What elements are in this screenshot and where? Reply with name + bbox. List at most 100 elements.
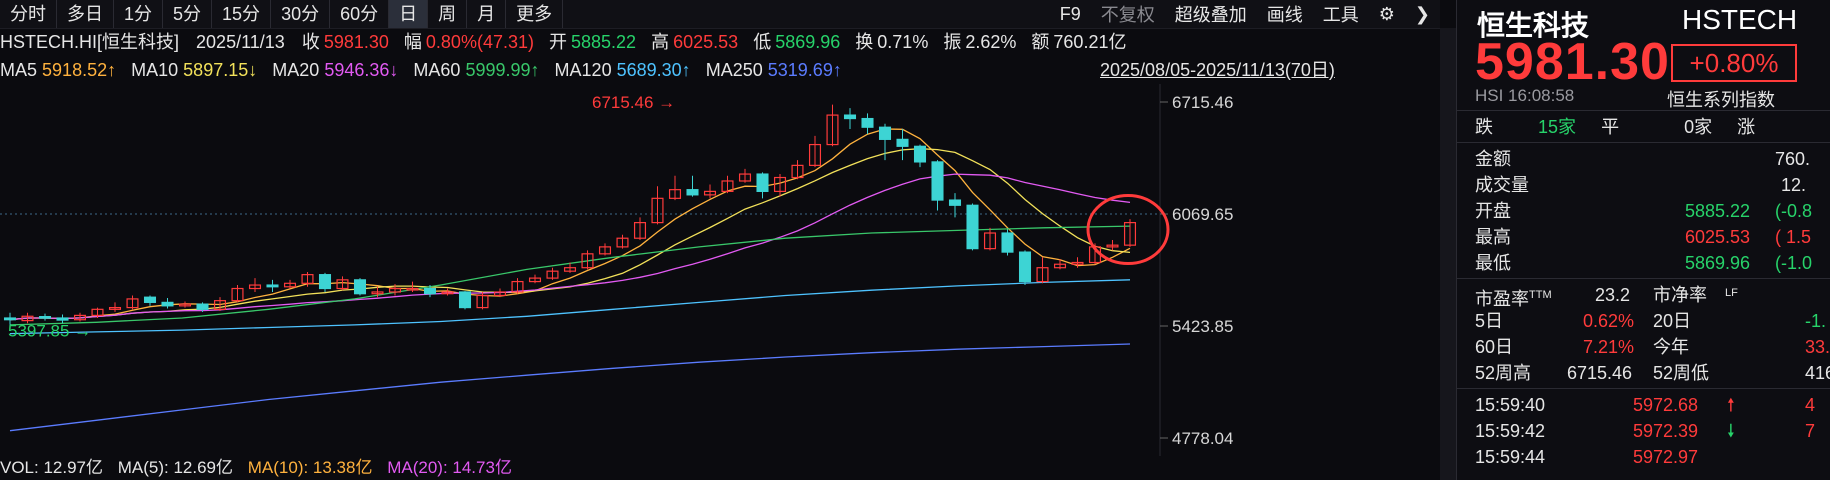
candle-body [371, 291, 384, 295]
high-label: 高 [651, 32, 670, 52]
pe-value: 23.2 [1595, 285, 1631, 305]
valuation-row: 市盈率TTM 23.2 市净率 LF [1475, 282, 1830, 309]
tick-price: 5972.68 [1633, 395, 1699, 415]
candle-body [773, 176, 787, 192]
gear-icon[interactable]: ⚙ [1378, 3, 1395, 24]
period-tab-60min[interactable]: 60分 [330, 0, 390, 28]
tick-row: 15:59:42 5972.39 🠗 7 [1475, 418, 1830, 444]
candle-body [283, 282, 297, 288]
candle-body [808, 143, 822, 166]
candle-body [91, 308, 104, 316]
ma60-value: 5999.99↑ [465, 60, 540, 80]
max-price-label: 6715.46 → [592, 93, 675, 112]
period-tab-1min[interactable]: 1分 [114, 0, 164, 28]
low-row: 最低 5869.96 (-1.0 [1475, 250, 1830, 276]
candle-body [1001, 232, 1014, 253]
vol-ma5: MA(5): 12.69亿 [117, 458, 234, 477]
candle-body [458, 291, 472, 309]
period-tab-month[interactable]: 月 [467, 0, 507, 28]
amount-row: 金额 760. [1475, 146, 1830, 172]
candle-body [38, 316, 52, 319]
highlight-circle [1086, 194, 1170, 266]
exchange-time: HSI 16:08:58 [1475, 86, 1575, 105]
candle-body [161, 301, 174, 307]
stat-row: 5日 0.62% 20日 -1. [1475, 308, 1830, 334]
ma120-label: MA120 [554, 60, 612, 80]
candle-body [1106, 244, 1119, 248]
turnover-label: 换 [855, 32, 874, 52]
pe-sup: TTM [1529, 289, 1552, 301]
candle-body [196, 303, 209, 310]
candle-body [213, 300, 227, 310]
period-tab-30min[interactable]: 30分 [271, 0, 331, 28]
ma10-value: 5897.15↓ [183, 60, 258, 80]
change-percent-badge: +0.80% [1671, 44, 1797, 82]
chevron-right-icon[interactable]: ❯ [1414, 3, 1430, 24]
candle-body [598, 246, 612, 255]
ma60-label: MA60 [413, 60, 461, 80]
period-tab-multiday[interactable]: 多日 [57, 0, 114, 28]
row-extra: (-0.8 [1775, 201, 1813, 221]
ma20-label: MA20 [272, 60, 320, 80]
open-row: 开盘 5885.22 (-0.8 [1475, 198, 1830, 224]
high-row: 最高 6025.53 ( 1.5 [1475, 224, 1830, 250]
amount-label: 额 [1031, 32, 1050, 52]
row-label: 成交量 [1475, 175, 1529, 195]
period-tab-day[interactable]: 日 [389, 0, 429, 28]
row-value: 760. [1775, 149, 1811, 169]
tick-row: 15:59:40 5972.68 🠕 4 [1475, 392, 1830, 418]
candle-body [861, 117, 874, 128]
rise-label: 涨 [1737, 117, 1756, 137]
amp-value: 0.80%(47.31) [425, 32, 534, 52]
candle-body [668, 189, 682, 199]
candle-body [1071, 261, 1084, 265]
stat-value: 0.62% [1583, 311, 1635, 331]
tick-time: 15:59:42 [1475, 421, 1546, 441]
f9-button[interactable]: F9 [1059, 3, 1081, 24]
candle-body [476, 294, 489, 309]
collapse-panel-handle[interactable] [1440, 28, 1456, 480]
y-tick-label: 6715.46 [1172, 93, 1233, 112]
fall-count: 15家 [1538, 117, 1577, 137]
candle-body [248, 284, 262, 290]
candle-body [546, 270, 559, 279]
candle-body [651, 197, 664, 224]
candle-body [126, 298, 139, 309]
candle-body [3, 317, 17, 321]
period-tab-week[interactable]: 周 [428, 0, 468, 28]
high-value: 6025.53 [673, 32, 739, 52]
candle-body [948, 199, 962, 206]
close-value: 5981.30 [323, 32, 389, 52]
open-value: 5885.22 [571, 32, 637, 52]
period-tab-5min[interactable]: 5分 [163, 0, 213, 28]
ma250-value: 5319.69↑ [767, 60, 842, 80]
min-price-label: 5397.85 → [8, 322, 91, 341]
ma5-value: 5918.52↑ [42, 60, 117, 80]
row-value: 6025.53 [1685, 227, 1751, 247]
period-tab-more[interactable]: 更多 [506, 0, 564, 28]
candle-body [633, 222, 647, 239]
quote-date: 2025/11/13 [196, 32, 285, 52]
super-overlay-button[interactable]: 超级叠加 [1174, 5, 1247, 25]
y-tick-label: 4778.04 [1172, 429, 1233, 448]
candlestick-chart[interactable]: 6715.46 6069.65 5423.85 4778.04 6715.46 → 53… [0, 84, 1440, 456]
open-label: 开 [549, 32, 567, 52]
stat-label: 5日 [1475, 311, 1504, 331]
period-tab-fenshi[interactable]: 分时 [0, 0, 57, 28]
tick-row: 15:59:44 5972.97 [1475, 444, 1830, 470]
tools-button[interactable]: 工具 [1322, 5, 1359, 25]
date-range-selector[interactable]: 2025/08/05-2025/11/13(70日) [1100, 60, 1335, 80]
draw-line-button[interactable]: 画线 [1266, 5, 1303, 25]
pe-label: 市盈率 [1475, 289, 1529, 309]
row-extra: (-1.0 [1775, 253, 1813, 273]
index-name: 恒生科技 [1477, 10, 1590, 41]
ma250-line [9, 343, 1131, 432]
period-tab-15min[interactable]: 15分 [212, 0, 272, 28]
stat-value: 7.21% [1583, 337, 1635, 357]
candle-body [966, 204, 979, 250]
candle-body [843, 114, 857, 120]
no-adjust-button[interactable]: 不复权 [1100, 5, 1155, 25]
candle-body [826, 114, 839, 146]
amp-label: 幅 [403, 32, 422, 52]
candle-body [1053, 263, 1067, 269]
